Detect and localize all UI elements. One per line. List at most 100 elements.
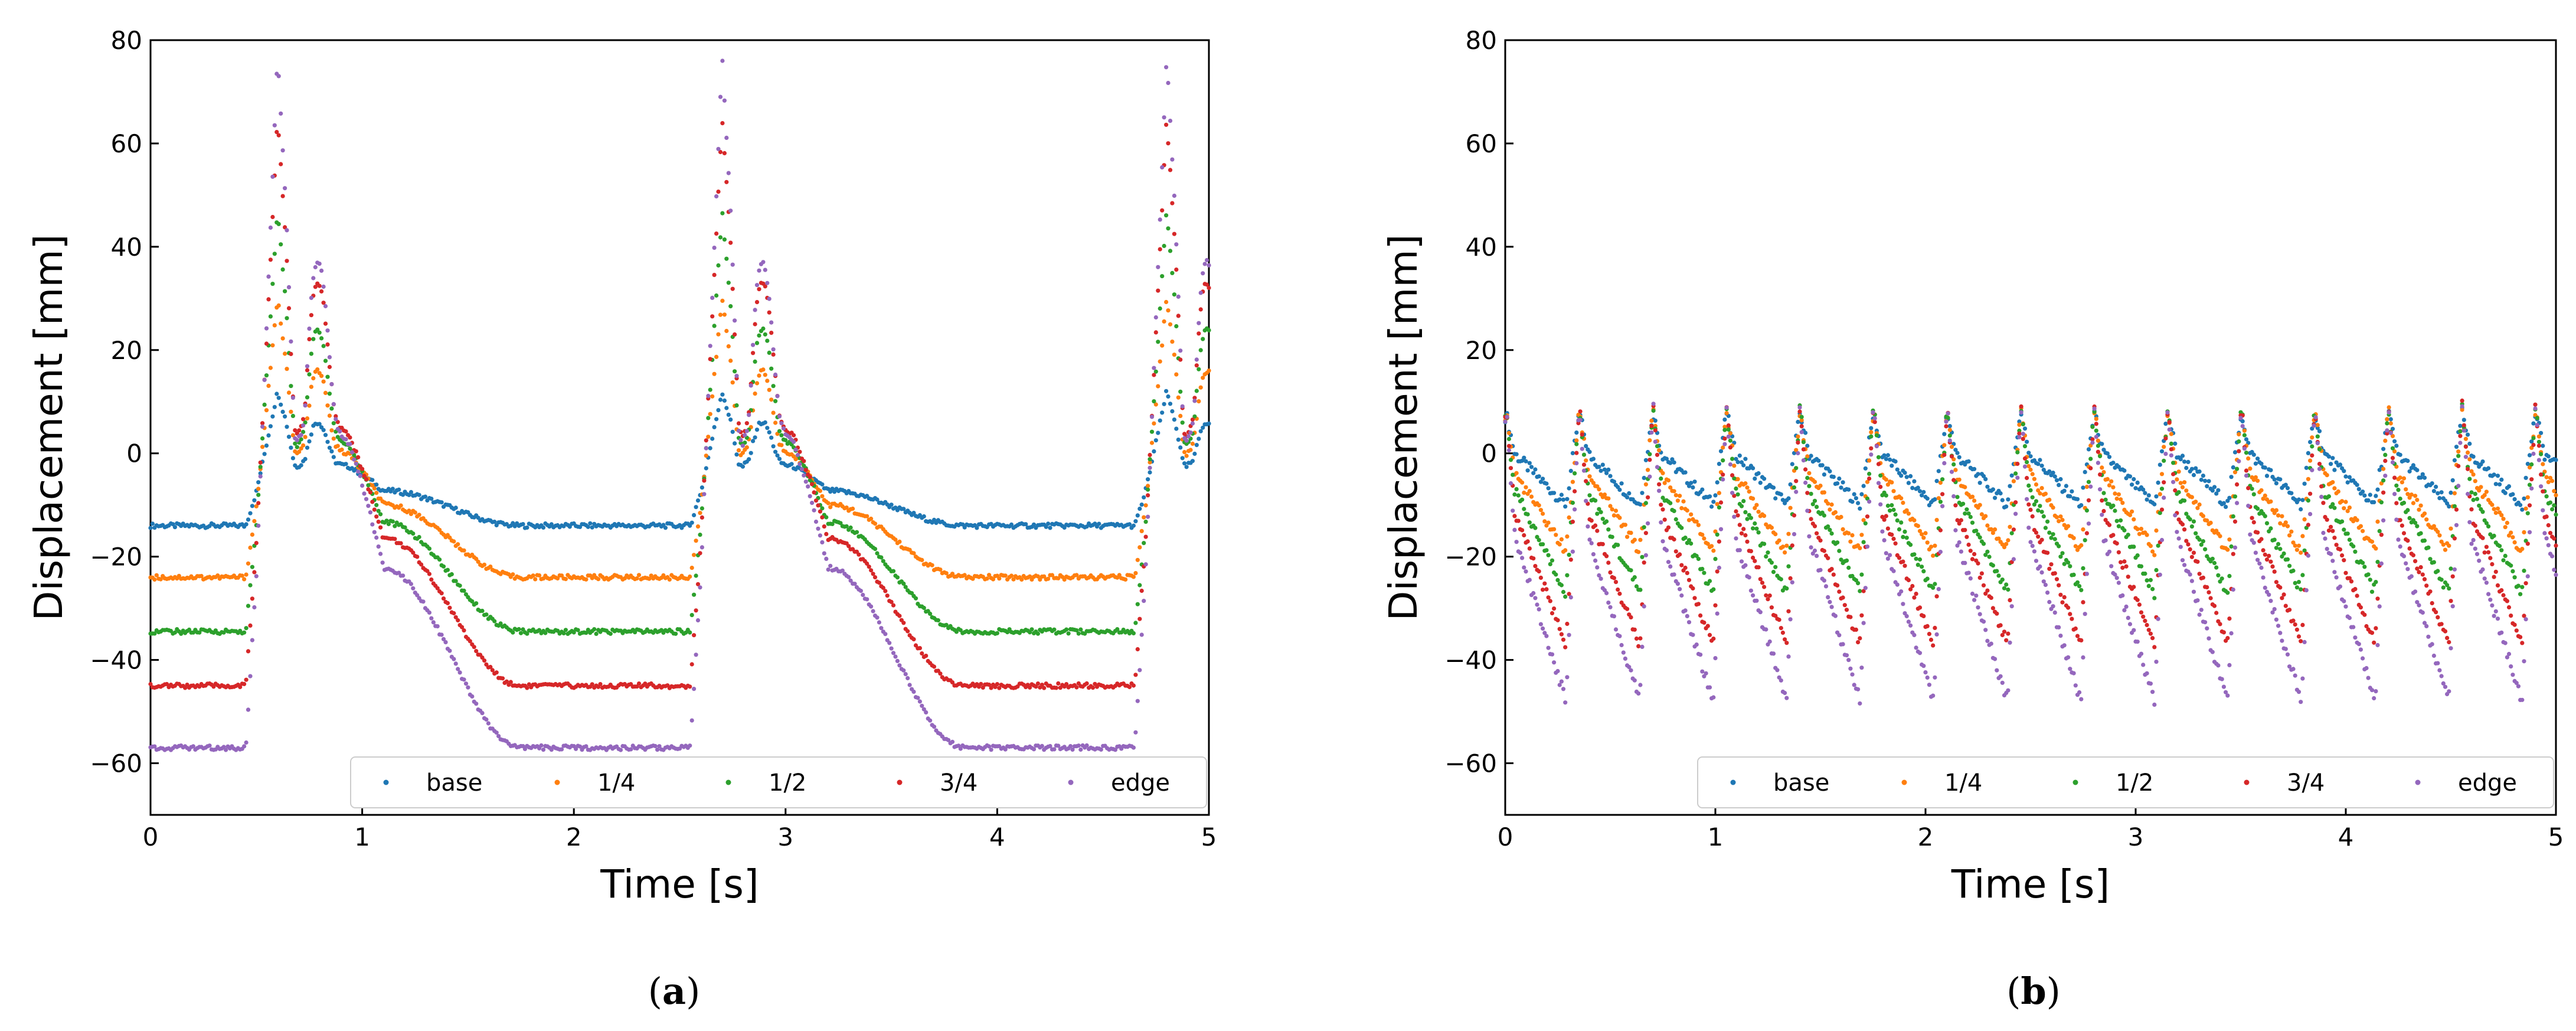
data-point xyxy=(2264,474,2270,478)
data-point xyxy=(777,429,782,433)
data-point xyxy=(1893,512,1898,517)
data-point xyxy=(1133,730,1138,735)
data-point xyxy=(1657,448,1662,453)
data-point xyxy=(366,487,371,492)
data-point xyxy=(1168,249,1173,253)
data-point xyxy=(1728,438,1732,443)
data-point xyxy=(331,421,336,426)
data-point xyxy=(2317,447,2322,452)
data-point xyxy=(374,535,379,540)
data-point xyxy=(1565,675,1570,680)
data-point xyxy=(2235,466,2240,471)
data-point xyxy=(417,534,421,540)
data-point xyxy=(1537,474,1541,479)
data-point xyxy=(618,748,623,752)
data-point xyxy=(698,551,702,556)
data-point xyxy=(344,429,348,434)
data-point xyxy=(1137,545,1142,550)
data-point xyxy=(2111,533,2116,537)
data-point xyxy=(1056,576,1061,580)
data-point xyxy=(272,252,277,256)
data-point xyxy=(2114,518,2119,523)
data-point xyxy=(748,383,753,388)
data-point xyxy=(816,503,820,508)
data-point xyxy=(1638,588,1643,592)
data-point xyxy=(695,618,701,623)
data-point xyxy=(733,441,737,446)
data-point xyxy=(299,446,303,451)
data-point xyxy=(1947,424,1952,429)
data-point xyxy=(439,591,444,596)
data-point xyxy=(1841,480,1845,485)
data-point xyxy=(270,282,275,286)
data-point xyxy=(1683,470,1688,475)
data-point xyxy=(2330,456,2335,461)
data-point xyxy=(2224,504,2228,510)
data-point xyxy=(1762,477,1767,481)
data-point xyxy=(2280,514,2284,518)
data-point xyxy=(1066,631,1071,636)
data-point xyxy=(250,638,254,642)
data-point xyxy=(810,482,815,487)
data-point xyxy=(2159,472,2165,477)
data-point xyxy=(197,630,202,635)
data-point xyxy=(2210,556,2215,561)
data-point xyxy=(2135,480,2140,485)
data-point xyxy=(1533,467,1538,472)
data-point xyxy=(990,577,996,582)
data-point xyxy=(938,567,943,572)
data-point xyxy=(1758,481,1763,485)
data-point xyxy=(321,284,326,289)
data-point xyxy=(2518,592,2523,596)
data-point xyxy=(2447,504,2451,509)
data-point xyxy=(1715,480,1719,485)
data-point xyxy=(1809,517,1813,521)
data-point xyxy=(2169,447,2173,452)
data-point xyxy=(2075,497,2080,501)
data-point xyxy=(1520,556,1525,560)
data-point xyxy=(2171,472,2176,477)
data-point xyxy=(248,623,253,628)
data-point xyxy=(985,576,989,581)
data-point xyxy=(2062,488,2067,493)
data-point xyxy=(1711,500,1716,504)
data-point xyxy=(702,478,707,483)
data-point xyxy=(987,573,992,578)
data-point xyxy=(2152,502,2157,507)
data-point xyxy=(411,550,416,555)
data-point xyxy=(2471,472,2476,477)
data-point xyxy=(2542,457,2547,462)
data-point xyxy=(806,484,810,489)
data-point xyxy=(1046,521,1051,526)
data-point xyxy=(2520,641,2525,645)
data-point xyxy=(2201,575,2205,580)
data-point xyxy=(1149,441,1155,445)
data-point xyxy=(349,450,355,455)
data-point xyxy=(2518,635,2523,640)
data-point xyxy=(1192,414,1197,419)
data-point xyxy=(2086,498,2091,503)
data-point xyxy=(1769,560,1774,565)
data-point xyxy=(1859,613,1864,618)
data-point xyxy=(2486,524,2491,529)
data-point xyxy=(2413,559,2418,563)
data-point xyxy=(1525,468,1530,473)
data-point xyxy=(498,621,503,626)
data-point xyxy=(1889,503,1894,508)
data-point xyxy=(2347,475,2352,479)
data-point xyxy=(352,457,357,462)
data-point xyxy=(1788,576,1793,581)
data-point xyxy=(2448,490,2453,495)
data-point xyxy=(1131,631,1136,635)
data-point xyxy=(264,408,269,413)
data-point xyxy=(1899,496,1904,501)
data-point xyxy=(2541,489,2545,494)
data-point xyxy=(2184,465,2189,471)
data-point xyxy=(844,505,849,510)
data-point xyxy=(2205,484,2209,489)
data-point xyxy=(466,685,470,690)
data-point xyxy=(830,487,835,491)
data-point xyxy=(1889,480,1894,485)
data-point xyxy=(250,504,254,508)
data-point xyxy=(2321,501,2326,505)
